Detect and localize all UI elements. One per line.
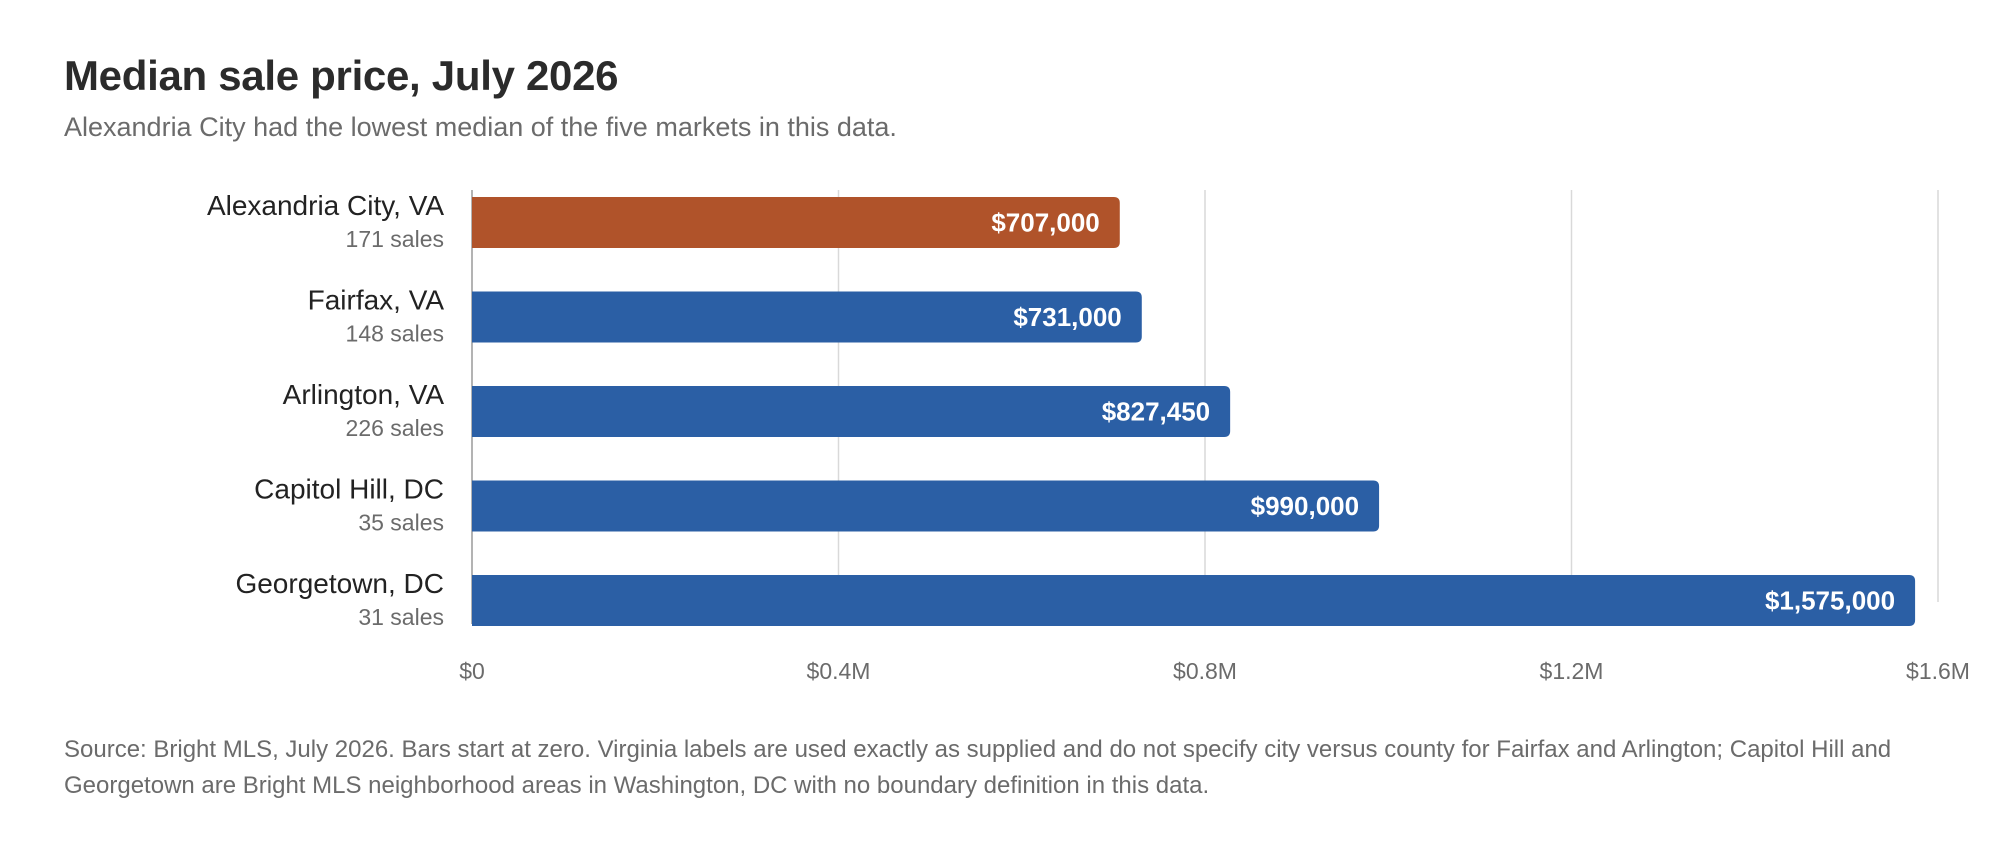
bar-value-label-1: $731,000 [1013, 302, 1121, 332]
bar-3 [472, 480, 1380, 532]
chart-title: Median sale price, July 2026 [64, 52, 619, 99]
category-sublabel-3: 35 sales [358, 510, 444, 536]
category-label-2: Arlington, VA [283, 379, 445, 410]
chart-subtitle: Alexandria City had the lowest median of… [64, 112, 897, 142]
category-label-4: Georgetown, DC [235, 568, 444, 599]
bar-value-label-2: $827,450 [1102, 397, 1210, 427]
category-sublabel-0: 171 sales [346, 226, 444, 252]
bar-value-label-4: $1,575,000 [1765, 586, 1895, 616]
category-label-0: Alexandria City, VA [207, 190, 444, 221]
category-sublabel-4: 31 sales [358, 604, 444, 630]
bar-1 [472, 291, 1142, 343]
x-tick-label-1: $0.4M [807, 658, 871, 684]
bar-0 [472, 197, 1120, 248]
bar-4 [472, 575, 1916, 626]
bar-value-label-3: $990,000 [1251, 491, 1359, 521]
category-label-1: Fairfax, VA [308, 285, 445, 316]
bar-value-label-0: $707,000 [991, 208, 1099, 238]
source-note: Source: Bright MLS, July 2026. Bars star… [64, 736, 1892, 799]
x-axis-ticks: $0 $0.4M $0.8M $1.2M $1.6M [459, 658, 1970, 684]
category-sublabel-1: 148 sales [346, 321, 444, 347]
x-tick-label-2: $0.8M [1173, 658, 1237, 684]
x-tick-label-3: $1.2M [1540, 658, 1604, 684]
category-sublabel-2: 226 sales [346, 415, 444, 441]
category-labels: Alexandria City, VA 171 sales Fairfax, VA 1… [207, 190, 444, 630]
bar-2 [472, 386, 1231, 437]
x-tick-label-0: $0 [459, 658, 485, 684]
category-label-3: Capitol Hill, DC [254, 474, 444, 505]
bars: $707,000 $731,000 $827,450 $990,000 $1,575,0… [472, 197, 1916, 626]
x-tick-label-4: $1.6M [1906, 658, 1970, 684]
bar-chart: $707,000 $731,000 $827,450 $990,000 $1,575,0… [207, 190, 1970, 684]
